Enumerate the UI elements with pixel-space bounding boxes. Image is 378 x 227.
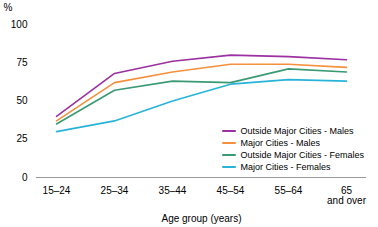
svg-text:%: % (4, 2, 13, 13)
svg-text:50: 50 (16, 95, 28, 106)
svg-text:25–34: 25–34 (101, 185, 129, 196)
svg-text:15–24: 15–24 (43, 185, 71, 196)
svg-text:100: 100 (11, 19, 28, 30)
svg-text:25: 25 (16, 133, 28, 144)
svg-text:45–54: 45–54 (217, 185, 245, 196)
html-text:Major Cities - Females: Major Cities - Females (240, 162, 331, 172)
svg-text:75: 75 (16, 57, 28, 68)
svg-text:65and over: 65and over (327, 185, 367, 206)
svg-text:Age group (years): Age group (years) (161, 213, 241, 224)
svg-text:35–44: 35–44 (159, 185, 187, 196)
html-text:Major Cities - Males: Major Cities - Males (240, 138, 320, 148)
html-text:Outside Major Cities - Males: Outside Major Cities - Males (240, 126, 354, 136)
svg-text:0: 0 (22, 172, 28, 183)
html-text:Outside Major Cities - Females: Outside Major Cities - Females (240, 150, 364, 160)
svg-text:55–64: 55–64 (275, 185, 303, 196)
